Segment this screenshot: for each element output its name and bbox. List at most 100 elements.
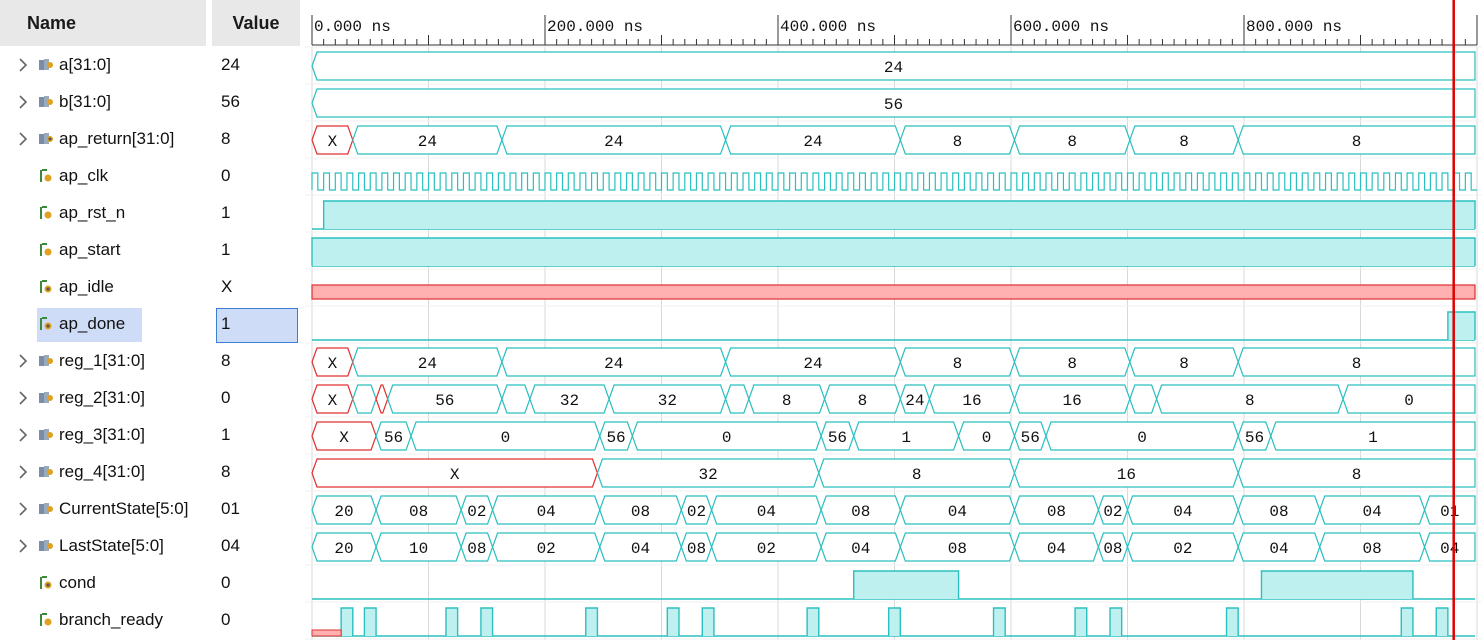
signal-row-laststate[interactable]: LastState[5:0] 04 bbox=[0, 528, 305, 565]
signal-name: ap_rst_n bbox=[59, 203, 126, 222]
bus-value-label: 8 bbox=[1067, 133, 1077, 151]
signal-row-reg-3[interactable]: reg_3[31:0] 1 bbox=[0, 417, 305, 454]
unknown-region bbox=[311, 629, 342, 637]
bit-high-edge bbox=[311, 237, 1476, 266]
signal-value: 0 bbox=[221, 388, 231, 407]
bus-value-label: 24 bbox=[905, 392, 924, 410]
signal-value: 8 bbox=[221, 129, 231, 148]
bus-value-label: 20 bbox=[334, 503, 353, 521]
bus-value-label: 56 bbox=[606, 429, 625, 447]
signal-row-currentstate[interactable]: CurrentState[5:0] 01 bbox=[0, 491, 305, 528]
signal-row-reg-4[interactable]: reg_4[31:0] 8 bbox=[0, 454, 305, 491]
signal-row-branch-ready[interactable]: branch_ready 0 bbox=[0, 602, 305, 639]
signal-name: LastState[5:0] bbox=[59, 536, 164, 555]
bus-icon bbox=[39, 392, 53, 403]
signal-value: X bbox=[221, 277, 233, 296]
chevron-right-icon[interactable] bbox=[17, 501, 29, 517]
bus-value-label: 01 bbox=[1440, 503, 1459, 521]
bus-value-label: 24 bbox=[803, 355, 822, 373]
bus-value-label: 24 bbox=[604, 133, 623, 151]
signal-row-ap-rst-n[interactable]: ap_rst_n 1 bbox=[0, 195, 305, 232]
bus-value-label: 0 bbox=[722, 429, 732, 447]
bit-high-fill bbox=[807, 608, 819, 636]
bus-segment bbox=[1237, 125, 1476, 155]
bus-value-label: 32 bbox=[698, 466, 717, 484]
chevron-right-icon[interactable] bbox=[17, 390, 29, 406]
signal-name: branch_ready bbox=[59, 610, 163, 629]
bit-icon bbox=[40, 613, 52, 626]
signal-name: CurrentState[5:0] bbox=[59, 499, 189, 518]
bus-segment bbox=[352, 384, 377, 414]
bus-value-label: 04 bbox=[537, 503, 556, 521]
bus-value-label: 0 bbox=[1404, 392, 1414, 410]
bus-value-label: 04 bbox=[1363, 503, 1382, 521]
signal-row-ap-return[interactable]: ap_return[31:0] 8 bbox=[0, 121, 305, 158]
time-tick-label: 600.000 ns bbox=[1013, 18, 1109, 36]
value-column-header[interactable]: Value bbox=[212, 0, 300, 46]
signal-value: 1 bbox=[221, 203, 231, 222]
bit-high-fill bbox=[1075, 608, 1087, 636]
bus-value-label: 16 bbox=[1063, 392, 1082, 410]
signal-row-b[interactable]: b[31:0] 56 bbox=[0, 84, 305, 121]
bit-high-fill bbox=[1226, 608, 1239, 636]
signal-row-a[interactable]: a[31:0] 24 bbox=[0, 47, 305, 84]
name-column-header[interactable]: Name bbox=[0, 0, 206, 46]
bus-value-label: 08 bbox=[1103, 540, 1122, 558]
signal-row-ap-clk[interactable]: ap_clk 0 bbox=[0, 158, 305, 195]
signal-name: reg_3[31:0] bbox=[59, 425, 146, 444]
column-divider[interactable] bbox=[207, 0, 212, 46]
chevron-right-icon[interactable] bbox=[17, 464, 29, 480]
bus-value-label: 56 bbox=[384, 429, 403, 447]
clock-waveform bbox=[311, 172, 1477, 191]
bus-segment bbox=[1423, 532, 1476, 562]
time-tick-label: 200.000 ns bbox=[547, 18, 643, 36]
time-tick-label: 0.000 ns bbox=[314, 18, 391, 36]
bus-value-label: 20 bbox=[334, 540, 353, 558]
chevron-right-icon[interactable] bbox=[17, 131, 29, 147]
bus-icon bbox=[39, 466, 53, 477]
signal-name: ap_clk bbox=[59, 166, 109, 185]
signal-value: 8 bbox=[221, 351, 231, 370]
bus-segment bbox=[1237, 458, 1476, 488]
bus-value-label: 08 bbox=[1363, 540, 1382, 558]
bus-value-label: 8 bbox=[858, 392, 868, 410]
bus-value-label: 8 bbox=[1067, 355, 1077, 373]
bus-value-label: 56 bbox=[435, 392, 454, 410]
chevron-right-icon[interactable] bbox=[17, 538, 29, 554]
signal-row-reg-2[interactable]: reg_2[31:0] 0 bbox=[0, 380, 305, 417]
bit-high-edge bbox=[1435, 607, 1449, 636]
signal-row-ap-start[interactable]: ap_start 1 bbox=[0, 232, 305, 269]
time-tick-label: 400.000 ns bbox=[780, 18, 876, 36]
signal-row-ap-done[interactable]: ap_done 1 bbox=[0, 306, 305, 343]
bit-high-fill bbox=[993, 608, 1006, 636]
waveform-pane[interactable]: 0.000 ns 200.000 ns 400.000 ns 600.000 ns 80… bbox=[305, 0, 1482, 640]
bus-value-label: 24 bbox=[418, 355, 437, 373]
time-tick-label: 800.000 ns bbox=[1246, 18, 1342, 36]
bus-value-label: 02 bbox=[1103, 503, 1122, 521]
chevron-right-icon[interactable] bbox=[17, 94, 29, 110]
signal-row-reg-1[interactable]: reg_1[31:0] 8 bbox=[0, 343, 305, 380]
chevron-right-icon[interactable] bbox=[17, 353, 29, 369]
bus-icon bbox=[39, 429, 53, 440]
bus-value-label: 16 bbox=[1117, 466, 1136, 484]
chevron-right-icon[interactable] bbox=[17, 57, 29, 73]
bit-high-fill bbox=[445, 608, 458, 636]
bit-high-edge bbox=[363, 607, 377, 636]
bus-value-label: 32 bbox=[658, 392, 677, 410]
bus-value-label: 16 bbox=[962, 392, 981, 410]
chevron-right-icon[interactable] bbox=[17, 427, 29, 443]
bus-value-label: 8 bbox=[1179, 133, 1189, 151]
bus-value-label: 8 bbox=[782, 392, 792, 410]
signal-name: ap_return[31:0] bbox=[59, 129, 175, 148]
bus-value-label: X bbox=[339, 429, 349, 447]
bit-high-fill bbox=[1110, 608, 1122, 636]
signal-row-ap-idle[interactable]: ap_idle X bbox=[0, 269, 305, 306]
bus-value-label: 02 bbox=[1173, 540, 1192, 558]
bit-high-fill bbox=[1261, 571, 1413, 599]
bus-value-label: 1 bbox=[901, 429, 911, 447]
bus-segment bbox=[501, 384, 531, 414]
signal-row-cond[interactable]: cond 0 bbox=[0, 565, 305, 602]
bus-value-label: 8 bbox=[1352, 355, 1362, 373]
signal-value: 1 bbox=[221, 425, 231, 444]
bus-value-label: 04 bbox=[1047, 540, 1066, 558]
